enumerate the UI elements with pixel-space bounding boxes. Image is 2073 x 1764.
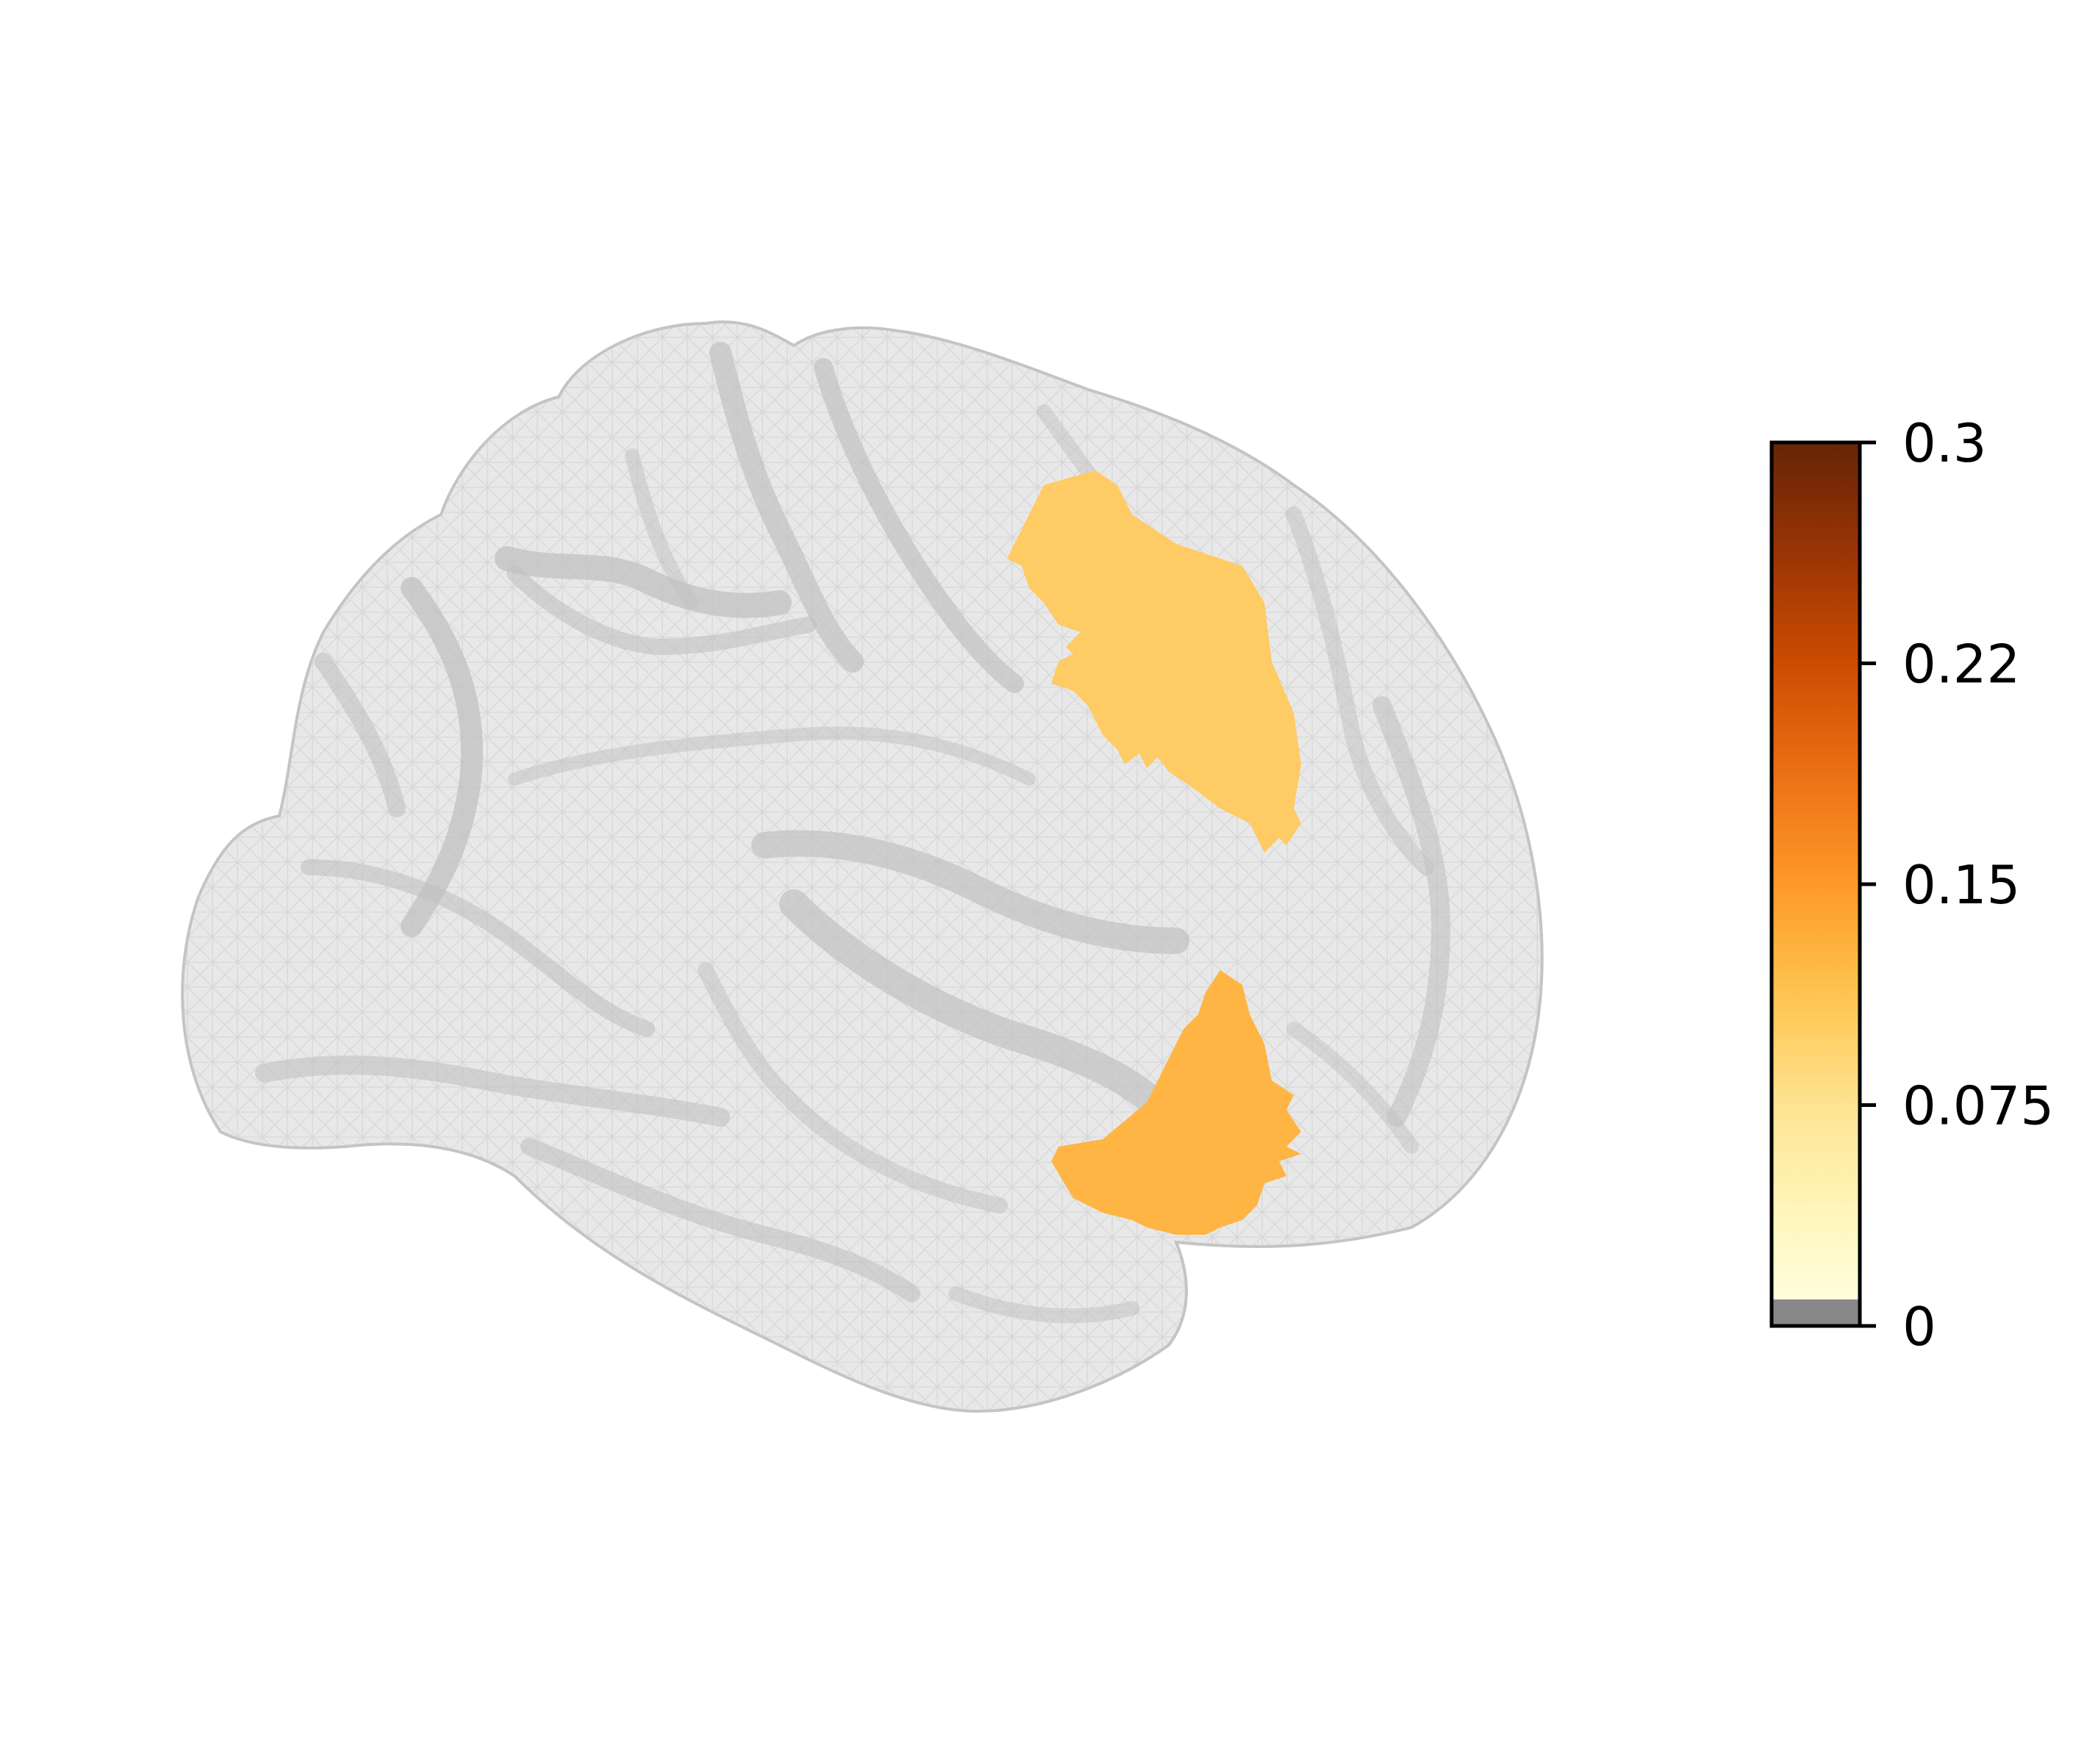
superior-region — [1007, 470, 1301, 853]
colorbar-tick-label-0: 0 — [1902, 1296, 1936, 1358]
colorbar-tick-label-2: 0.15 — [1902, 854, 2020, 916]
inferior-region — [1051, 970, 1301, 1235]
brain-surface — [181, 320, 1544, 1413]
colorbar-tick-label-3: 0.22 — [1902, 634, 2020, 695]
colorbar: 0 0.075 0.15 0.22 0.3 — [1769, 412, 2054, 1358]
colorbar-tick-label-4: 0.3 — [1902, 412, 1987, 474]
colorbar-ticks: 0 0.075 0.15 0.22 0.3 — [1860, 412, 2054, 1358]
colorbar-gradient — [1772, 442, 1860, 1326]
colorbar-under-swatch — [1772, 1299, 1860, 1326]
highlighted-regions — [1007, 470, 1301, 1235]
brain-folds — [255, 342, 1450, 1324]
colorbar-tick-label-1: 0.075 — [1902, 1075, 2054, 1137]
